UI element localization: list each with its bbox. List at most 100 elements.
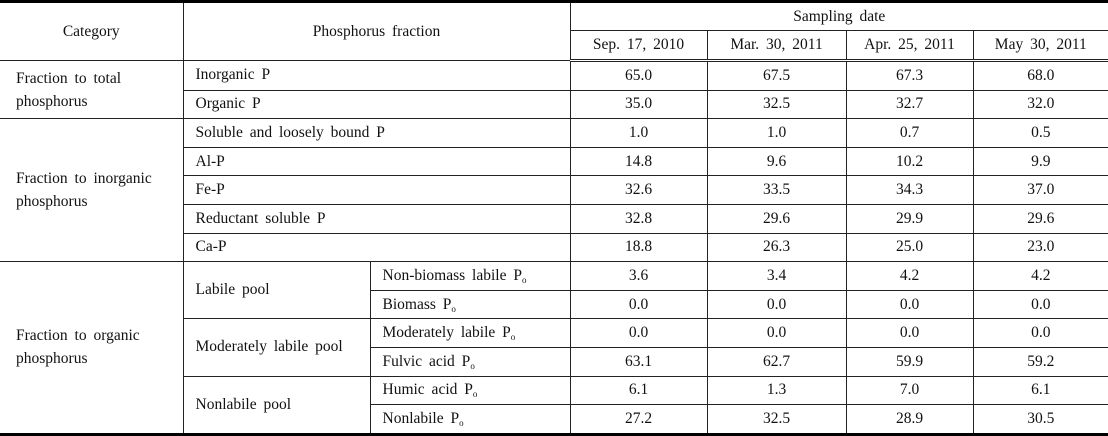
value-cell: 0.5 bbox=[972, 118, 1108, 148]
value-cell: 29.6 bbox=[706, 203, 847, 234]
value-cell: 6.1 bbox=[569, 375, 708, 406]
value-cell: 32.5 bbox=[706, 404, 847, 435]
value-cell: 0.0 bbox=[569, 289, 708, 320]
value-cell: 35.0 bbox=[569, 89, 708, 120]
value-cell: 33.5 bbox=[706, 175, 847, 205]
value-cell: 1.0 bbox=[569, 118, 708, 148]
fraction-subscript: o bbox=[510, 332, 516, 343]
value-cell: 23.0 bbox=[972, 232, 1108, 263]
fraction-label: Moderately labile P bbox=[382, 324, 511, 342]
category-cell: Fraction to organic phosphorus bbox=[0, 261, 184, 435]
header-date-2: Mar. 30, 2011 bbox=[706, 30, 847, 62]
value-cell: 67.5 bbox=[706, 60, 847, 91]
value-cell: 34.3 bbox=[845, 175, 974, 205]
value-cell: 10.2 bbox=[845, 146, 974, 177]
value-cell: 0.0 bbox=[845, 318, 974, 348]
value-cell: 29.9 bbox=[845, 203, 974, 234]
fraction-cell: Inorganic P bbox=[182, 60, 571, 91]
table-row: Moderately labile pool Moderately labile … bbox=[0, 318, 1108, 377]
value-cell: 30.5 bbox=[972, 404, 1108, 435]
value-cell: 0.7 bbox=[845, 118, 974, 148]
value-cell: 6.1 bbox=[972, 375, 1108, 406]
value-cell: 0.0 bbox=[569, 318, 708, 348]
fraction-cell: Biomass Po bbox=[370, 289, 571, 320]
fraction-cell: Reductant soluble P bbox=[183, 203, 571, 234]
value-cell: 59.2 bbox=[972, 346, 1108, 377]
fraction-cell: Non-biomass labile Po bbox=[369, 261, 571, 291]
value-cell: 26.3 bbox=[706, 232, 847, 263]
value-cell: 32.7 bbox=[845, 89, 974, 120]
value-cell: 9.9 bbox=[972, 146, 1108, 177]
table-row: Ca-P 18.8 26.3 25.0 23.0 bbox=[0, 232, 1108, 263]
fraction-subscript: o bbox=[459, 417, 464, 428]
value-cell: 1.3 bbox=[706, 375, 847, 406]
header-category: Category bbox=[0, 1, 184, 61]
fraction-subscript: o bbox=[521, 274, 527, 285]
value-cell: 29.6 bbox=[972, 203, 1108, 234]
fraction-cell: Fe-P bbox=[183, 175, 571, 205]
table-row: Fraction to organic phosphorus Labile poo… bbox=[0, 261, 1108, 435]
value-cell: 68.0 bbox=[972, 60, 1108, 91]
value-cell: 18.8 bbox=[569, 232, 708, 263]
value-cell: 32.6 bbox=[569, 175, 708, 205]
header-phosphorus-fraction: Phosphorus fraction bbox=[182, 1, 571, 61]
table-row: Biomass Po 0.0 0.0 0.0 0.0 bbox=[0, 289, 1108, 320]
value-cell: 59.9 bbox=[845, 346, 974, 377]
pool-cell: Moderately labile pool bbox=[183, 318, 371, 377]
fraction-cell: Nonlabile Po bbox=[370, 404, 571, 435]
pool-cell: Nonlabile pool bbox=[183, 375, 371, 435]
fraction-subscript: o bbox=[451, 303, 456, 314]
value-cell: 0.0 bbox=[706, 318, 847, 348]
category-cell: Fraction to inorganic phosphorus bbox=[0, 118, 184, 263]
value-cell: 7.0 bbox=[845, 375, 974, 406]
header-sampling-date: Sampling date bbox=[569, 1, 1108, 31]
value-cell: 4.2 bbox=[845, 261, 974, 291]
fraction-cell: Al-P bbox=[183, 146, 571, 177]
fraction-subscript: o bbox=[470, 360, 475, 371]
table-row: Fraction to inorganic phosphorus Soluble … bbox=[0, 118, 1108, 263]
value-cell: 27.2 bbox=[569, 404, 708, 435]
fraction-cell: Moderately labile Po bbox=[369, 318, 571, 348]
value-cell: 62.7 bbox=[706, 346, 847, 377]
fraction-cell: Humic acid Po bbox=[369, 375, 571, 406]
value-cell: 25.0 bbox=[845, 232, 974, 263]
table-row: Fe-P 32.6 33.5 34.3 37.0 bbox=[0, 175, 1108, 205]
value-cell: 37.0 bbox=[972, 175, 1108, 205]
category-cell: Fraction to total phosphorus bbox=[0, 59, 184, 120]
pool-cell: Labile pool bbox=[182, 261, 371, 320]
fraction-label: Non-biomass labile P bbox=[382, 266, 522, 284]
value-cell: 4.2 bbox=[972, 261, 1108, 291]
value-cell: 9.6 bbox=[706, 146, 847, 177]
table-row: Nonlabile pool Humic acid Po 6.1 1.3 7.0 6.1 bbox=[0, 375, 1108, 435]
value-cell: 14.8 bbox=[569, 146, 708, 177]
table-row: Fulvic acid Po 63.1 62.7 59.9 59.2 bbox=[0, 346, 1108, 377]
value-cell: 0.0 bbox=[972, 289, 1108, 320]
value-cell: 3.6 bbox=[569, 261, 708, 291]
value-cell: 32.5 bbox=[706, 89, 847, 120]
value-cell: 32.8 bbox=[569, 203, 708, 234]
fraction-cell: Soluble and loosely bound P bbox=[182, 118, 571, 148]
fraction-cell: Organic P bbox=[183, 89, 571, 120]
value-cell: 67.3 bbox=[845, 60, 974, 91]
value-cell: 63.1 bbox=[569, 346, 708, 377]
fraction-label: Biomass P bbox=[382, 295, 452, 313]
value-cell: 65.0 bbox=[569, 60, 708, 91]
fraction-label: Fulvic acid P bbox=[382, 352, 471, 370]
value-cell: 0.0 bbox=[972, 318, 1108, 348]
fraction-label: Humic acid P bbox=[382, 381, 473, 399]
value-cell: 0.0 bbox=[845, 289, 974, 320]
fraction-cell: Fulvic acid Po bbox=[370, 346, 571, 377]
value-cell: 32.0 bbox=[972, 89, 1108, 120]
table-row: Reductant soluble P 32.8 29.6 29.9 29.6 bbox=[0, 203, 1108, 234]
value-cell: 0.0 bbox=[706, 289, 847, 320]
fraction-cell: Ca-P bbox=[183, 232, 571, 263]
value-cell: 1.0 bbox=[706, 118, 847, 148]
fraction-label: Nonlabile P bbox=[382, 409, 460, 427]
value-cell: 3.4 bbox=[706, 261, 847, 291]
header-date-4: May 30, 2011 bbox=[972, 30, 1108, 62]
fraction-subscript: o bbox=[472, 389, 478, 400]
header-date-3: Apr. 25, 2011 bbox=[845, 30, 974, 62]
